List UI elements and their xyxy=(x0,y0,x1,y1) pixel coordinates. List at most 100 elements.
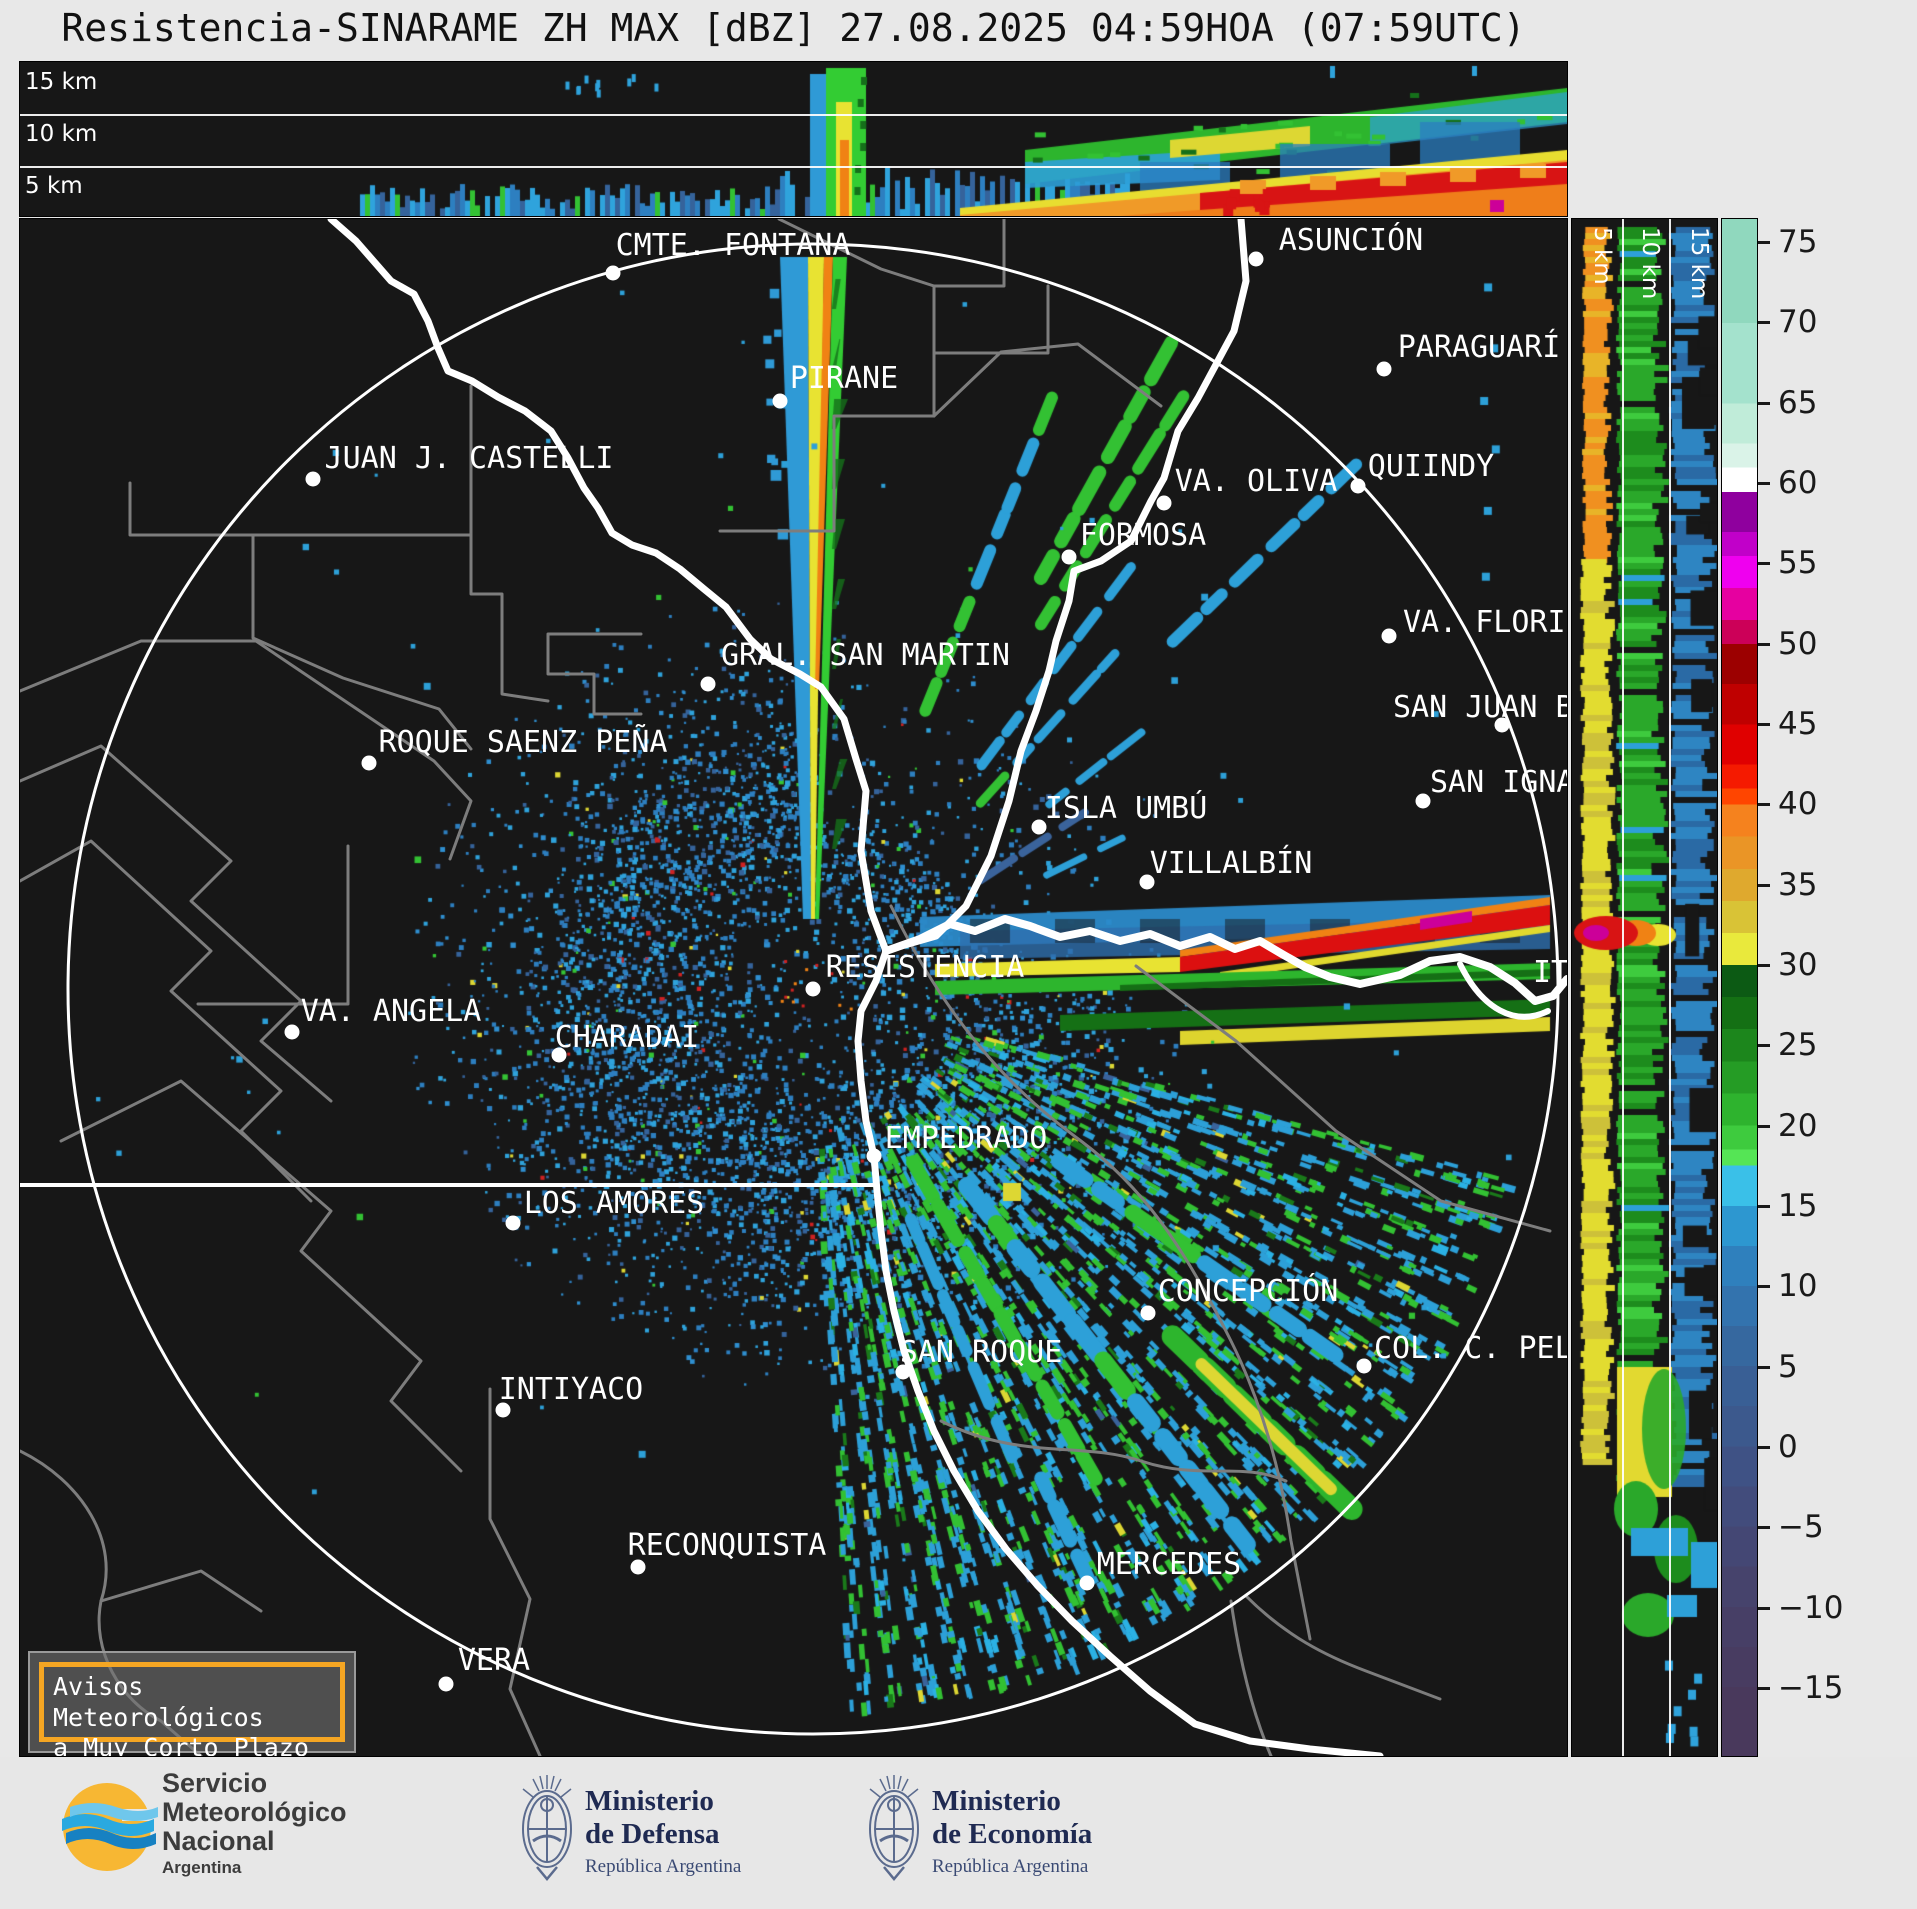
map-boundary-line xyxy=(251,533,473,751)
colorbar-tick-label: −5 xyxy=(1778,1509,1824,1546)
city-dot xyxy=(1156,495,1172,511)
top-panel-label-5km: 5 km xyxy=(25,173,83,199)
map-boundary-line xyxy=(932,342,1163,418)
city-dot xyxy=(551,1047,567,1063)
warning-box[interactable]: Avisos Meteorológicos a Muy Corto Plazo xyxy=(28,1651,356,1756)
right-panel-label-15km: 15 km xyxy=(1686,227,1712,300)
river-parana-south xyxy=(854,947,1384,1756)
colorbar-tick-label: 25 xyxy=(1778,1027,1818,1064)
city-dot xyxy=(1140,1305,1156,1321)
colorbar-tick xyxy=(1758,562,1770,566)
colorbar-tick xyxy=(1758,401,1770,405)
colorbar-tick-label: 40 xyxy=(1778,786,1818,823)
colorbar-tick-label: −10 xyxy=(1778,1589,1844,1626)
city-label: JUAN J. CASTELLI xyxy=(324,441,614,476)
defensa-line2: de Defensa xyxy=(585,1818,720,1851)
colorbar-tick-label: 45 xyxy=(1778,706,1818,743)
city-label: LOS AMORES xyxy=(523,1186,705,1221)
colorbar-tick-label: 60 xyxy=(1778,465,1818,502)
colorbar-tick-label: 10 xyxy=(1778,1268,1818,1305)
city-dot xyxy=(700,676,716,692)
city-dot xyxy=(1350,478,1366,494)
map-boundary-line xyxy=(469,533,550,703)
city-dot xyxy=(605,265,621,281)
colorbar-tick-label: 65 xyxy=(1778,384,1818,421)
figure-title: Resistencia-SINARAME ZH MAX [dBZ] 27.08.… xyxy=(61,6,1526,50)
city-dot xyxy=(805,981,821,997)
colorbar-tick-label: 15 xyxy=(1778,1187,1818,1224)
colorbar-tick xyxy=(1758,723,1770,727)
city-label: COL. C. PELLEGRINI xyxy=(1374,1331,1567,1366)
colorbar-tick xyxy=(1758,803,1770,807)
top-cross-section-panel: 15 km 10 km 5 km xyxy=(19,61,1568,217)
colorbar-tick-label: −15 xyxy=(1778,1669,1844,1706)
map-boundary-line xyxy=(128,384,473,537)
river-parana-loop xyxy=(1457,961,1551,1020)
city-label: VERA xyxy=(457,1643,531,1678)
city-dot xyxy=(1079,1575,1095,1591)
river-parana-east xyxy=(882,915,1567,1005)
map-linework xyxy=(20,219,1567,1756)
colorbar-tick-label: 70 xyxy=(1778,304,1818,341)
colorbar-tick-label: 5 xyxy=(1778,1348,1798,1385)
city-label: INTIYACO xyxy=(498,1372,644,1407)
right-cross-section-panel: 5 km 10 km 15 km xyxy=(1571,218,1718,1757)
top-panel-label-10km: 10 km xyxy=(25,121,98,147)
city-dot xyxy=(1415,793,1431,809)
economia-line1: Ministerio xyxy=(932,1785,1061,1817)
city-label: VA. OLIVA xyxy=(1174,464,1338,499)
city-dot xyxy=(284,1024,300,1040)
map-boundary-line xyxy=(59,1079,463,1473)
city-dot xyxy=(438,1676,454,1692)
colorbar-tick xyxy=(1758,642,1770,646)
city-label: GRAL. SAN MARTIN xyxy=(721,638,1010,673)
city-dot xyxy=(305,471,321,487)
defensa-sub: República Argentina xyxy=(585,1855,742,1877)
economia-sub: República Argentina xyxy=(932,1855,1089,1877)
city-label: ISLA UMBÚ xyxy=(1044,791,1208,826)
city-label: SAN IGNACIO xyxy=(1430,765,1567,800)
city-dot xyxy=(361,755,377,771)
colorbar-tick xyxy=(1758,241,1770,245)
map-boundary-line xyxy=(488,1387,542,1756)
map-boundary-line xyxy=(889,904,1312,1641)
city-dot xyxy=(1061,549,1077,565)
city-dot xyxy=(1248,251,1264,267)
map-boundary-line xyxy=(939,1419,1288,1483)
right-panel-label-10km: 10 km xyxy=(1637,227,1663,300)
map-boundary-line xyxy=(1134,964,1552,1233)
map-boundary-line xyxy=(1244,1594,1442,1701)
city-dot xyxy=(1139,874,1155,890)
smn-logo-icon xyxy=(62,1783,162,1871)
city-label: ROQUE SAENZ PEÑA xyxy=(378,725,668,760)
top-panel-label-15km: 15 km xyxy=(25,69,98,95)
city-label: PARAGUARÍ xyxy=(1397,330,1561,365)
city-label: MERCEDES xyxy=(1096,1547,1242,1582)
city-dot xyxy=(895,1364,911,1380)
city-dot xyxy=(495,1402,511,1418)
height-line-10km-vert xyxy=(1669,219,1671,1756)
map-boundary-line xyxy=(777,219,936,288)
colorbar-tick xyxy=(1758,1285,1770,1289)
map-boundary-line xyxy=(20,639,473,861)
city-dot xyxy=(772,393,788,409)
colorbar-tick xyxy=(1758,321,1770,325)
colorbar-tick xyxy=(1758,1526,1770,1530)
defensa-line1: Ministerio xyxy=(585,1785,714,1817)
city-label: SAN JUAN BA xyxy=(1393,690,1567,725)
colorbar-tick xyxy=(1758,964,1770,967)
city-label: SAN ROQUE xyxy=(899,1335,1063,1370)
colorbar-tick xyxy=(1758,1204,1770,1208)
colorbar-tick-label: 0 xyxy=(1778,1428,1798,1465)
right-panel-label-5km: 5 km xyxy=(1589,227,1615,285)
colorbar-tick xyxy=(1758,1445,1770,1449)
defensa-text: Ministerio de Defensa República Argentin… xyxy=(585,1785,741,1878)
smn-line1: Servicio xyxy=(162,1768,268,1798)
defensa-emblem-icon xyxy=(519,1767,575,1889)
city-label: EMPEDRADO xyxy=(884,1121,1048,1156)
colorbar-tick xyxy=(1758,1044,1770,1048)
economia-emblem-icon xyxy=(866,1767,922,1889)
city-label: CHARADAI xyxy=(554,1020,700,1055)
river-bermejo xyxy=(327,219,890,955)
map-boundary-line xyxy=(20,744,333,1103)
